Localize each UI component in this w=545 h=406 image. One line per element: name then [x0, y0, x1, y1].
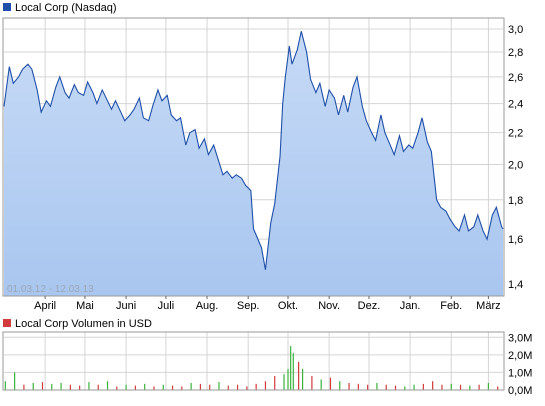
volume-bar [69, 384, 71, 390]
volume-bar [236, 384, 239, 390]
volume-bar [190, 382, 192, 390]
volume-bar [385, 384, 387, 390]
volume-bar [329, 377, 332, 390]
volume-bar [283, 374, 285, 390]
volume-y-tick-label: 1,0M [508, 367, 532, 379]
price-y-axis: 1,4 1,6 1,8 2,0 2,2 2,4 2,6 2,8 3,0 [508, 24, 523, 291]
price-line [3, 31, 504, 270]
volume-bar [311, 375, 313, 390]
volume-bar [469, 385, 471, 390]
price-area [4, 31, 503, 296]
volume-y-tick-label: 0,0M [508, 385, 532, 397]
price-y-tick-label: 1,4 [508, 279, 523, 291]
volume-bar [97, 384, 99, 390]
volume-bar [432, 381, 434, 390]
volume-bar [450, 383, 452, 390]
volume-bar [298, 361, 300, 390]
price-x-axis: April Mai Juni Juli Aug. Sep. Okt. Nov. Dez. Jan.… [34, 296, 501, 312]
price-x-tick-label: Sep. [237, 300, 260, 312]
volume-bar [404, 386, 406, 390]
volume-bar [171, 385, 174, 390]
volume-grid [4, 332, 503, 391]
volume-bar [497, 386, 499, 390]
volume-bar [218, 382, 220, 390]
volume-bar [274, 375, 276, 390]
volume-y-tick-label: 2,0M [508, 350, 532, 362]
volume-bar [41, 382, 44, 390]
volume-bar [357, 383, 359, 390]
price-legend-swatch [3, 3, 11, 11]
volume-bar [339, 381, 341, 390]
volume-bar [181, 386, 183, 390]
volume-bar [367, 384, 369, 390]
volume-bar [320, 379, 322, 390]
volume-bar [227, 385, 229, 390]
volume-bar [255, 383, 257, 390]
price-frame [2, 17, 505, 297]
price-y-tick-label: 2,0 [508, 160, 523, 172]
price-x-tick-label: Juli [158, 300, 175, 312]
price-x-tick-label: März [476, 300, 500, 312]
volume-bar [287, 368, 289, 390]
volume-bars [4, 346, 499, 390]
volume-panel: Local Corp Volumen in USD 0,0M 1,0M 2,0M 3,… [2, 318, 532, 397]
volume-bar [441, 384, 443, 390]
price-x-tick-label: Aug. [196, 300, 219, 312]
volume-bar [290, 346, 292, 390]
price-legend-label: Local Corp (Nasdaq) [15, 2, 117, 14]
volume-bar [23, 384, 25, 390]
price-y-tick-label: 2,4 [508, 99, 523, 111]
volume-bar [209, 384, 211, 390]
volume-bar [79, 385, 81, 390]
volume-bar [459, 384, 462, 390]
volume-bar [125, 384, 127, 390]
volume-legend-swatch [3, 319, 11, 327]
price-x-tick-label: Okt. [278, 300, 298, 312]
volume-bar [32, 382, 34, 390]
volume-bar [51, 383, 53, 390]
volume-bar [134, 385, 136, 390]
volume-bar [199, 383, 202, 390]
price-y-tick-label: 1,8 [508, 195, 523, 207]
volume-bar [376, 382, 378, 390]
price-panel: Local Corp (Nasdaq) 01.03.12 - 12.03.13 … [2, 2, 523, 312]
price-x-tick-label: Juni [116, 300, 136, 312]
volume-bar [4, 381, 6, 390]
price-x-tick-label: Feb. [440, 300, 462, 312]
volume-bar [348, 382, 350, 390]
volume-bar [302, 368, 304, 390]
price-x-tick-label: Mai [76, 300, 94, 312]
volume-bar [394, 385, 397, 390]
volume-bar [246, 386, 248, 390]
volume-bar [60, 382, 62, 390]
price-x-tick-label: Jan. [400, 300, 421, 312]
volume-bar [116, 386, 118, 390]
price-x-tick-label: Nov. [318, 300, 340, 312]
volume-bar [292, 353, 294, 390]
volume-bar [153, 386, 155, 390]
volume-frame [2, 331, 505, 391]
volume-bar [422, 383, 424, 390]
range-label: 01.03.12 - 12.03.13 [7, 284, 94, 295]
price-y-tick-label: 2,2 [508, 128, 523, 140]
price-x-tick-label: Dez. [358, 300, 381, 312]
volume-bar [14, 372, 16, 390]
volume-bar [162, 384, 164, 390]
volume-bar [88, 382, 90, 390]
price-y-tick-label: 3,0 [508, 24, 523, 36]
price-y-tick-label: 2,8 [508, 47, 523, 59]
volume-bar [144, 383, 146, 390]
price-y-tick-label: 2,6 [508, 72, 523, 84]
volume-bar [264, 381, 267, 390]
price-y-tick-label: 1,6 [508, 234, 523, 246]
volume-bar [106, 381, 109, 390]
volume-bar [413, 384, 415, 390]
volume-bar [487, 382, 489, 390]
volume-legend-label: Local Corp Volumen in USD [15, 318, 152, 330]
volume-bar [478, 384, 480, 390]
volume-y-axis: 0,0M 1,0M 2,0M 3,0M [508, 332, 532, 397]
volume-y-tick-label: 3,0M [508, 332, 532, 344]
price-x-tick-label: April [34, 300, 56, 312]
